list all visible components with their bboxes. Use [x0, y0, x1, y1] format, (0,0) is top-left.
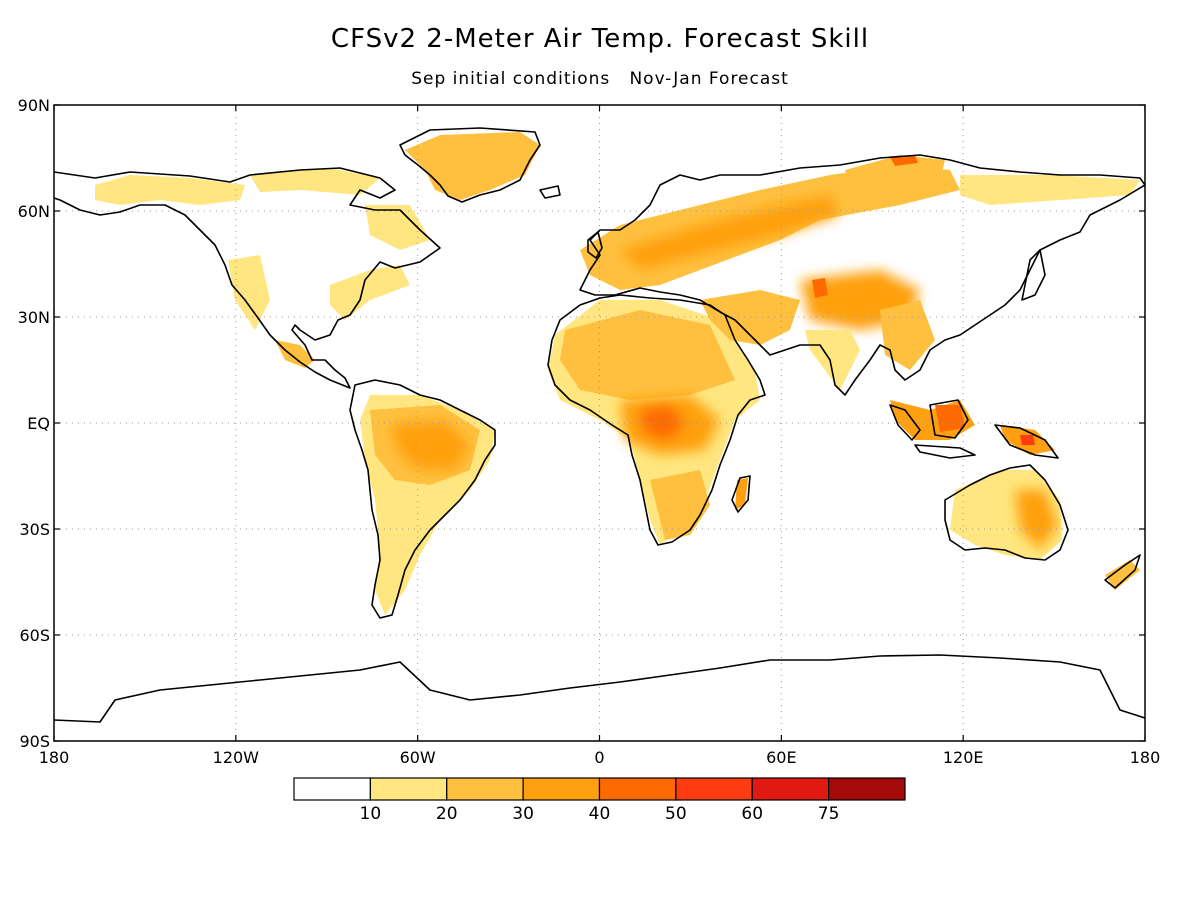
coast-uk	[587, 231, 603, 259]
colorbar-swatch	[598, 777, 677, 801]
colorbar-label: 40	[589, 804, 611, 824]
shade-new-guinea-core	[1020, 435, 1035, 445]
lat-tick-label: 60N	[18, 202, 50, 221]
coast-antarctica	[54, 654, 1145, 723]
coast-new-zealand	[1104, 554, 1141, 589]
shade-hudson	[365, 205, 430, 250]
colorbar-swatch	[751, 777, 830, 801]
colorbar: 10 20 30 40 50 60 75	[293, 777, 906, 824]
shade-siberia-ne	[845, 155, 945, 190]
shade-sahara	[560, 310, 735, 400]
colorbar-swatch	[675, 777, 753, 801]
shade-canada-arctic	[250, 168, 380, 195]
lat-tick-label: EQ	[27, 414, 50, 433]
colorbar-swatch	[446, 777, 524, 801]
coast-java	[914, 444, 976, 459]
lon-tick-label: 120E	[943, 748, 984, 767]
lon-tick-label: 0	[594, 748, 604, 767]
shade-alaska	[95, 175, 245, 205]
colorbar-label: 60	[741, 804, 763, 824]
coast-borneo	[929, 399, 969, 439]
shade-siberia-ne-core	[890, 155, 918, 166]
coast-iceland	[539, 185, 561, 199]
shade-madagascar	[735, 478, 748, 510]
colorbar-swatch	[828, 777, 906, 801]
shade-eurasia-north	[620, 195, 840, 270]
colorbar-label: 10	[360, 804, 382, 824]
coast-south-america	[349, 379, 496, 619]
coast-sumatra	[889, 404, 921, 441]
lon-tick-label: 180	[39, 748, 70, 767]
lon-tick-label: 180	[1130, 748, 1161, 767]
map-title: CFSv2 2-Meter Air Temp. Forecast Skill	[330, 24, 870, 54]
shade-tibet-core	[812, 278, 828, 298]
shade-central-america	[275, 340, 315, 368]
lat-tick-label: 30N	[18, 308, 50, 327]
shade-australia-east	[1015, 490, 1058, 550]
colorbar-label: 50	[665, 804, 687, 824]
coast-north-america	[54, 167, 441, 389]
map-subtitle: Sep initial conditions Nov-Jan Forecast	[411, 69, 789, 89]
colorbar-swatch	[293, 777, 371, 801]
shade-se-asia	[880, 300, 935, 370]
coast-new-guinea	[994, 424, 1059, 459]
colorbar-swatch	[369, 777, 448, 801]
grid-layer	[54, 105, 1145, 741]
shade-borneo-core	[935, 405, 965, 432]
shade-amazon-core	[390, 420, 470, 470]
coast-australia	[944, 464, 1069, 561]
shade-new-zealand	[1105, 560, 1140, 590]
lon-tick-label: 60E	[766, 748, 796, 767]
lat-tick-label: 30S	[19, 520, 50, 539]
colorbar-label: 20	[436, 804, 458, 824]
shade-us-east	[330, 265, 410, 320]
lat-tick-label: 60S	[19, 626, 50, 645]
coastlines	[54, 127, 1145, 723]
coast-madagascar	[731, 475, 751, 513]
colorbar-label: 75	[818, 804, 840, 824]
coast-eurasia	[579, 154, 1145, 396]
colorbar-swatch	[522, 777, 601, 801]
lat-tick-label: 90S	[19, 732, 50, 751]
lon-tick-label: 60W	[400, 748, 436, 767]
shade-central-africa-core	[640, 405, 685, 440]
coast-japan	[1021, 249, 1046, 301]
coast-africa	[547, 294, 766, 546]
coast-greenland	[399, 127, 541, 203]
lat-tick-label: 90N	[18, 96, 50, 115]
lon-tick-label: 120W	[213, 748, 260, 767]
shade-us-west	[228, 255, 270, 330]
shade-east-siberia	[960, 175, 1140, 205]
colorbar-label: 30	[512, 804, 534, 824]
